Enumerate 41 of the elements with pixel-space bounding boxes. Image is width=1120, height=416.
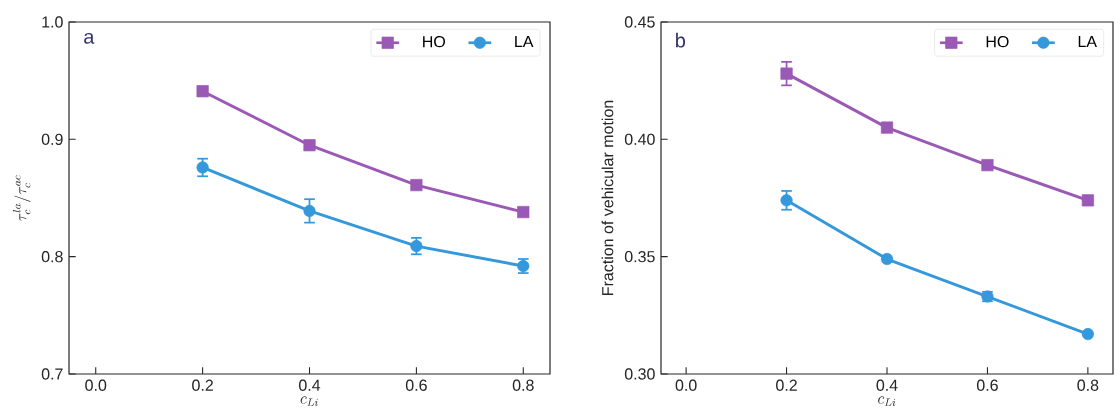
y-axis-title: $\tau_c^{la}/\tau_c^{ac}$: [13, 175, 31, 221]
point: [196, 161, 209, 174]
annotation: a: [84, 32, 95, 44]
y-tick-label: 0.40: [624, 133, 655, 145]
y-tick-label: 0.8: [41, 251, 63, 263]
point: [303, 204, 316, 217]
y-tick-label: 1.0: [42, 16, 63, 28]
y-tick-label: 0.45: [624, 16, 655, 28]
point: [1081, 328, 1094, 341]
x-tick-label: 0.8: [1077, 379, 1099, 391]
legend-label: HO: [986, 35, 1009, 48]
point: [780, 194, 793, 207]
point: [517, 205, 530, 219]
x-tick-label: 0.4: [876, 379, 898, 391]
point: [880, 252, 894, 266]
x-tick-label: 0.6: [405, 379, 427, 391]
x-axis-title: $c_{Li}$: [878, 396, 896, 406]
x-tick-label: 0.4: [299, 379, 321, 391]
y-tick-label: 0.9: [41, 133, 63, 145]
x-tick-label: 0.8: [512, 379, 534, 391]
y-tick-label: 0.7: [41, 368, 63, 380]
legend-label: HO: [423, 35, 446, 48]
point: [981, 159, 994, 172]
legend-label: LA: [1078, 36, 1097, 48]
point: [303, 139, 316, 152]
x-tick-label: 0.0: [675, 379, 697, 391]
y-axis-title: Fraction of vehicular motion: [601, 100, 614, 295]
annotation: b: [676, 32, 686, 48]
x-tick-label: 0.2: [192, 379, 213, 391]
point: [780, 67, 793, 80]
y-tick-label: 0.30: [624, 368, 655, 380]
point: [410, 179, 423, 192]
x-tick-label: 0.2: [776, 379, 797, 391]
x-tick-label: 0.6: [976, 379, 998, 391]
point: [880, 121, 894, 134]
legend-label: LA: [515, 36, 534, 48]
y-tick-label: 0.35: [624, 250, 655, 263]
point: [196, 85, 209, 98]
point: [1081, 194, 1094, 207]
x-tick-label: 0.0: [85, 379, 107, 391]
x-axis-title: $c_{Li}$: [300, 396, 318, 406]
